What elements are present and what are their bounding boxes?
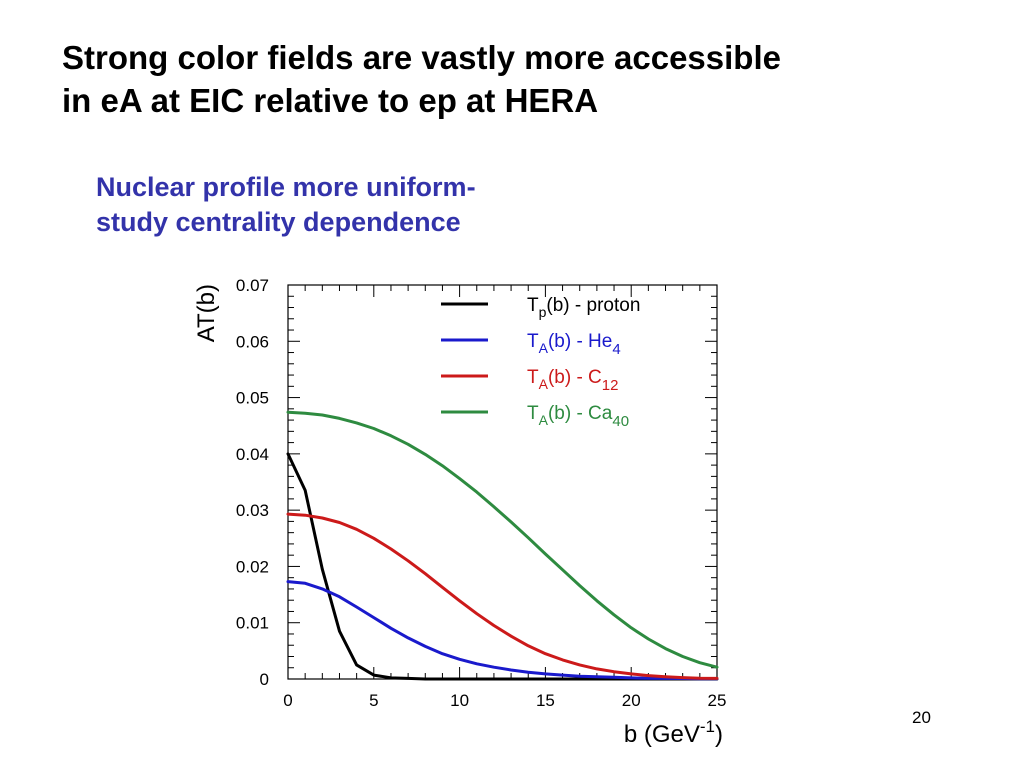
slide-title-line-2: in eA at EIC relative to ep at HERA bbox=[62, 82, 599, 119]
x-tick-label: 25 bbox=[708, 691, 727, 710]
legend-label-Ca40: TA(b) - Ca40 bbox=[527, 403, 629, 430]
series-line-Ca40 bbox=[286, 410, 719, 669]
slide-subtitle: Nuclear profile more uniform- study cent… bbox=[96, 170, 696, 240]
slide-subtitle-line-2: study centrality dependence bbox=[96, 207, 461, 237]
series-line-proton bbox=[286, 452, 719, 681]
y-tick-label: 0.02 bbox=[236, 557, 269, 576]
slide-title-line-1: Strong color fields are vastly more acce… bbox=[62, 39, 781, 76]
y-tick-label: 0.04 bbox=[236, 445, 269, 464]
slide-title: Strong color fields are vastly more acce… bbox=[62, 36, 962, 122]
series-line-C12 bbox=[286, 512, 719, 680]
legend-label-He4: TA(b) - He4 bbox=[527, 331, 621, 358]
y-tick-label: 0.06 bbox=[236, 332, 269, 351]
y-tick-label: 0.01 bbox=[236, 614, 269, 633]
y-tick-label: 0 bbox=[260, 670, 269, 689]
y-axis-label: AT(b) bbox=[193, 284, 220, 342]
y-tick-label: 0.07 bbox=[236, 276, 269, 295]
y-tick-label: 0.03 bbox=[236, 501, 269, 520]
x-tick-label: 10 bbox=[450, 691, 469, 710]
x-axis-label: b (GeV-1) bbox=[624, 717, 723, 748]
x-tick-label: 5 bbox=[369, 691, 378, 710]
y-tick-label: 0.05 bbox=[236, 389, 269, 408]
slide-subtitle-line-1: Nuclear profile more uniform- bbox=[96, 172, 476, 202]
series-line-He4 bbox=[286, 580, 719, 681]
plot-frame bbox=[287, 284, 718, 680]
legend-label-proton: Tp(b) - proton bbox=[527, 295, 640, 320]
slide-number: 20 bbox=[912, 708, 931, 727]
x-tick-label: 0 bbox=[283, 691, 292, 710]
x-tick-label: 20 bbox=[622, 691, 641, 710]
x-tick-label: 15 bbox=[536, 691, 555, 710]
legend-label-C12: TA(b) - C12 bbox=[527, 367, 618, 394]
